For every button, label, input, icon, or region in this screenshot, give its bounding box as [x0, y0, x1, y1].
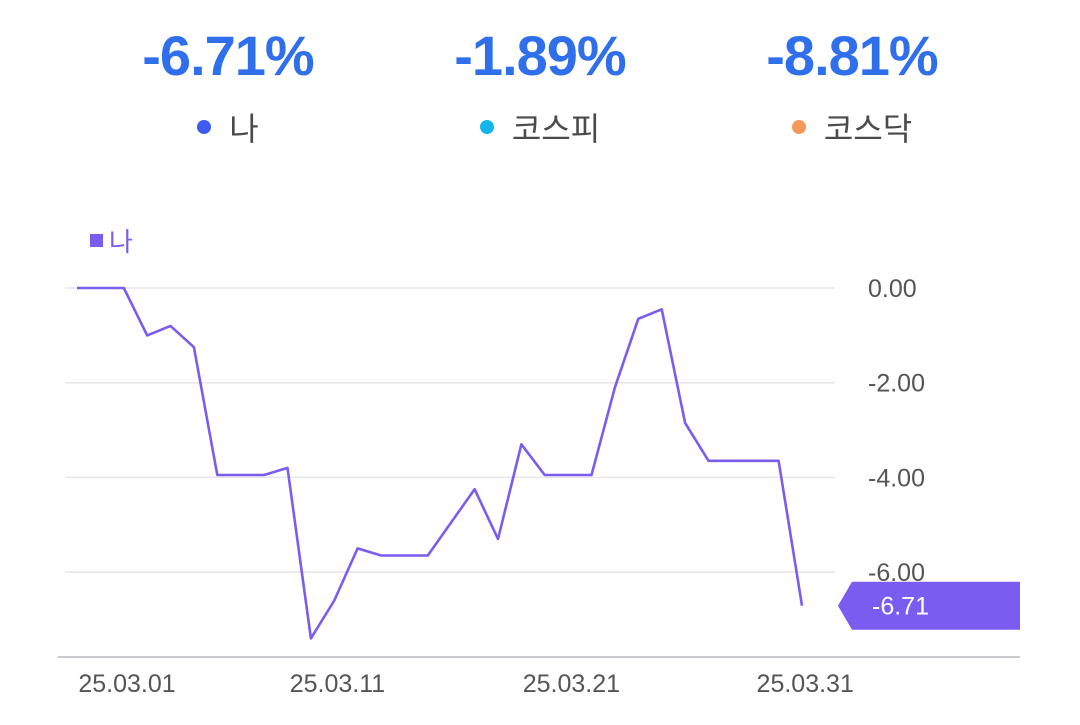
- stat-value-mine: -6.71%: [142, 24, 314, 87]
- stat-label-mine: 나: [229, 110, 259, 148]
- kospi-dot-icon: [479, 120, 494, 134]
- x-tick-label: 25.03.11: [290, 670, 385, 698]
- y-tick-label: -4.00: [868, 464, 925, 492]
- legend-swatch-icon: [90, 234, 103, 247]
- stat-label-kosdaq: 코스닥: [823, 110, 913, 148]
- stat-label-kospi: 코스피: [511, 110, 601, 148]
- kosdaq-dot-icon: [791, 120, 806, 134]
- x-tick-label: 25.03.21: [523, 670, 620, 698]
- mine-dot-icon: [197, 120, 212, 134]
- legend-label: 나: [109, 228, 133, 258]
- last-value-badge: [838, 581, 1020, 630]
- last-value-label: -6.71: [872, 593, 929, 621]
- chart-legend[interactable]: 나: [90, 222, 133, 259]
- stat-value-kosdaq: -8.81%: [766, 24, 938, 87]
- summary-stats: -6.71% 나 -1.89% 코스피 -8.81% 코스닥: [0, 0, 1080, 160]
- x-tick-label: 25.03.01: [78, 670, 175, 698]
- series-line-na: [77, 286, 804, 640]
- stat-kosdaq: -8.81% 코스닥: [692, 22, 1012, 150]
- stat-value-kospi: -1.89%: [454, 24, 626, 87]
- y-tick-label: 0.00: [868, 275, 917, 303]
- stat-kospi: -1.89% 코스피: [380, 22, 700, 150]
- x-tick-label: 25.03.31: [757, 670, 854, 698]
- stat-mine: -6.71% 나: [68, 22, 388, 150]
- y-tick-label: -2.00: [868, 370, 925, 398]
